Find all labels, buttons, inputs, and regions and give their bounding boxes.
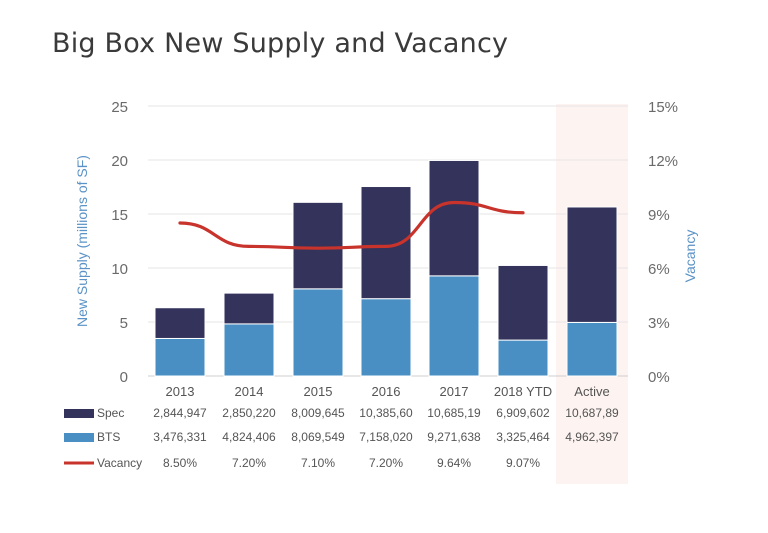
y2-tick-label: 6% — [648, 261, 670, 278]
y2-axis-label: Vacancy — [682, 230, 698, 283]
table-cell: 8,069,549 — [291, 430, 345, 444]
y-axis-label: New Supply (millions of SF) — [74, 155, 90, 327]
table-cell: 3,476,331 — [153, 430, 207, 444]
y-tick-label: 15 — [111, 207, 128, 224]
table-cell: 6,909,602 — [496, 406, 550, 420]
bar-spec — [428, 159, 480, 277]
table-cell: 4,962,397 — [565, 430, 619, 444]
x-tick-label: 2015 — [304, 384, 333, 399]
legend-label-vacancy: Vacancy — [97, 456, 142, 470]
table-cell: 7.20% — [369, 456, 403, 470]
table-cell: 9.64% — [437, 456, 471, 470]
bar-bts — [223, 323, 275, 377]
table-cell: 9.07% — [506, 456, 540, 470]
bar-spec — [154, 307, 206, 339]
bar-spec — [223, 292, 275, 325]
y2-tick-label: 9% — [648, 207, 670, 224]
table-cell: 3,325,464 — [496, 430, 550, 444]
bar-bts — [497, 339, 549, 377]
table-cell: 2,844,947 — [153, 406, 207, 420]
y-tick-label: 0 — [120, 369, 128, 386]
bar-spec — [566, 206, 618, 323]
x-tick-label: 2014 — [235, 384, 264, 399]
x-tick-label: 2016 — [372, 384, 401, 399]
y2-tick-label: 15% — [648, 99, 678, 116]
bar-bts — [360, 298, 412, 377]
table-cell: 7,158,020 — [359, 430, 413, 444]
bar-spec — [292, 201, 344, 290]
table-cell: 10,687,89 — [565, 406, 619, 420]
bar-bts — [566, 321, 618, 377]
table-cell: 2,850,220 — [222, 406, 276, 420]
y2-tick-label: 0% — [648, 369, 670, 386]
bar-bts — [428, 275, 480, 377]
x-tick-label: 2013 — [166, 384, 195, 399]
bar-bts — [292, 288, 344, 377]
y2-tick-label: 12% — [648, 153, 678, 170]
legend-label-bts: BTS — [97, 430, 120, 444]
table-cell: 10,385,60 — [359, 406, 413, 420]
x-tick-label: 2018 YTD — [494, 384, 552, 399]
legend-swatch-bts — [64, 433, 94, 442]
x-tick-label: Active — [574, 384, 609, 399]
table-cell: 8.50% — [163, 456, 197, 470]
table-cell: 7.20% — [232, 456, 266, 470]
table-cell: 10,685,19 — [427, 406, 481, 420]
y-tick-label: 10 — [111, 261, 128, 278]
table-cell: 7.10% — [301, 456, 335, 470]
y-tick-label: 25 — [111, 99, 128, 116]
bar-spec — [497, 264, 549, 341]
table-cell: 9,271,638 — [427, 430, 481, 444]
y-tick-label: 20 — [111, 153, 128, 170]
table-cell: 4,824,406 — [222, 430, 276, 444]
y-tick-label: 5 — [120, 315, 128, 332]
legend-label-spec: Spec — [97, 406, 124, 420]
y2-tick-label: 3% — [648, 315, 670, 332]
x-tick-label: 2017 — [440, 384, 469, 399]
legend-swatch-spec — [64, 409, 94, 418]
chart-title: Big Box New Supply and Vacancy — [52, 28, 509, 59]
bar-bts — [154, 337, 206, 377]
table-cell: 8,009,645 — [291, 406, 345, 420]
vacancy-line — [178, 200, 525, 250]
